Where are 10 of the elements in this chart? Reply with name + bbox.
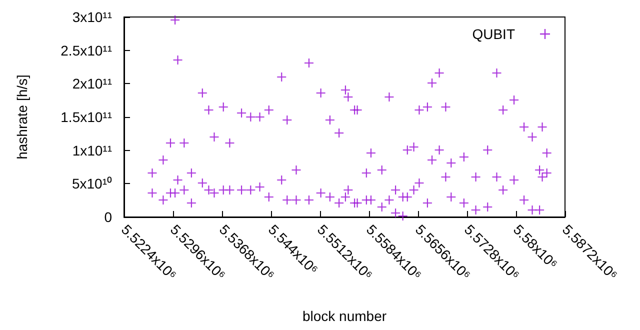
y-tick-label: 0 — [104, 209, 112, 225]
y-axis-title: hashrate [h/s] — [14, 74, 30, 160]
y-tick-label: 3x10¹¹ — [72, 9, 112, 25]
y-tick-label: 1x10¹¹ — [72, 142, 112, 158]
y-tick-label: 2.5x10¹¹ — [60, 42, 112, 58]
y-tick-label: 5x10¹⁰ — [72, 176, 112, 192]
y-tick-label: 1.5x10¹¹ — [60, 109, 112, 125]
x-axis-title: block number — [302, 308, 387, 324]
legend-label: QUBIT — [472, 26, 516, 42]
y-tick-label: 2x10¹¹ — [72, 76, 112, 92]
